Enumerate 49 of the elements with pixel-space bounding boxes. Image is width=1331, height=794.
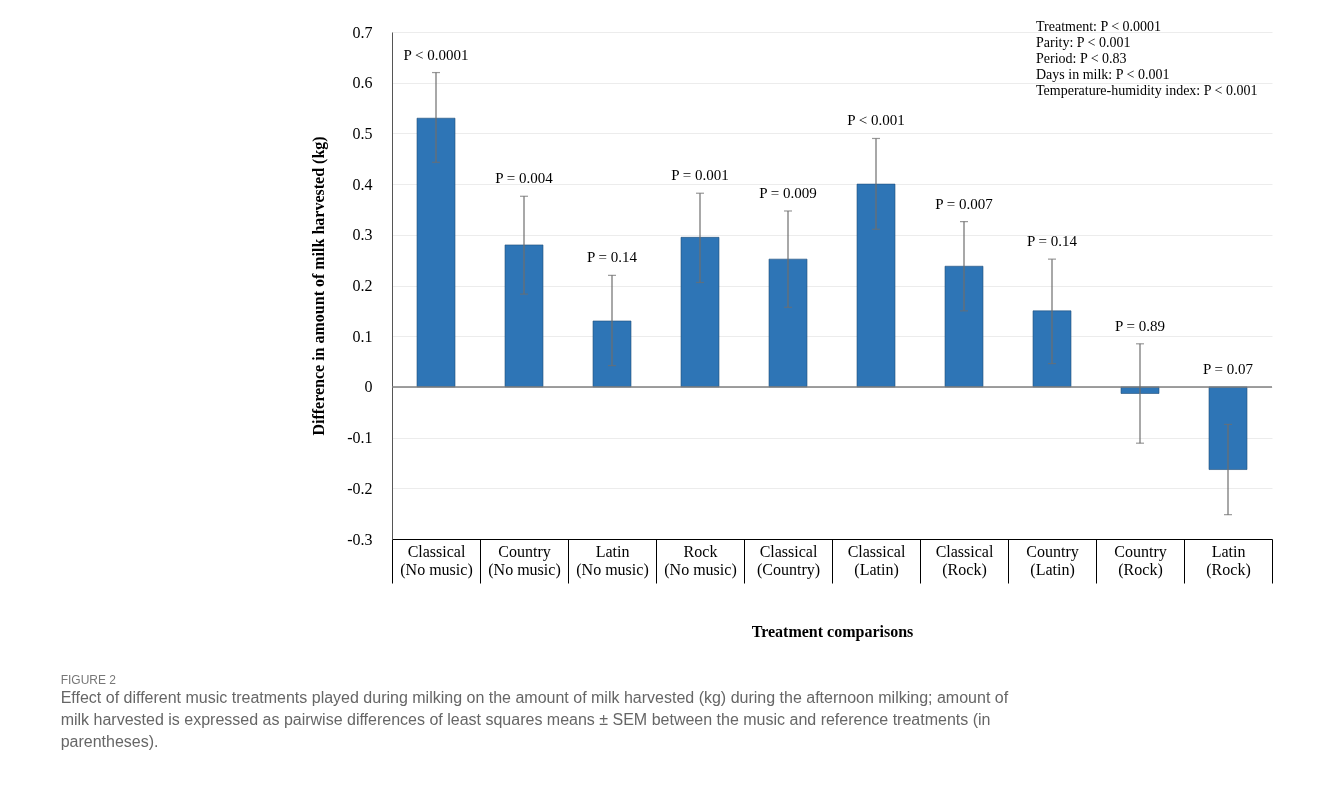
annotation: P = 0.004 [495, 170, 554, 187]
bar [1208, 386, 1248, 470]
annotation: P = 0.001 [671, 167, 729, 184]
text: Effect of different music treatments played during milking on the amount of milk harvested (kg) during the afternoon milking; amount of milk harvested is expressed as pairwise differences of least squares means ± SEM between the music and reference treatments (in parentheses). [60, 688, 1009, 750]
y-tick-label: 0.3 [352, 226, 373, 244]
bar [856, 183, 896, 388]
bar [1032, 310, 1072, 388]
x-tick-label: Country (Latin) [1026, 542, 1079, 579]
annotation: P < 0.0001 [403, 46, 469, 63]
x-tick-label: Latin (No music) [576, 542, 649, 579]
y-tick-label: 0.4 [352, 175, 373, 193]
x-tick-label: Classical (Latin) [847, 542, 906, 579]
bar [592, 320, 632, 388]
annotation: P = 0.89 [1115, 317, 1165, 334]
x-tick-label: Rock (No music) [664, 542, 737, 579]
y-tick-label: 0.7 [352, 23, 373, 41]
annotation: Treatment: P < 0.0001 [1036, 19, 1162, 34]
annotation: Temperature-humidity index: P < 0.001 [1036, 83, 1258, 98]
y-tick-label: 0.2 [352, 277, 373, 294]
annotation: P = 0.009 [759, 184, 817, 201]
y-axis-title: Difference in amount of milk harvested (kg) [310, 136, 329, 436]
y-tick-label: -0.3 [347, 530, 373, 548]
annotation: Days in milk: P < 0.001 [1036, 67, 1170, 82]
y-tick-label: 0.6 [352, 74, 373, 92]
y-tick-label: -0.2 [347, 479, 373, 497]
bar [680, 237, 720, 388]
annotation: Period: P < 0.83 [1036, 51, 1127, 66]
y-tick-label: 0.5 [352, 124, 373, 142]
x-tick-label: Classical (No music) [400, 542, 473, 579]
x-tick-label: Latin (Rock) [1206, 542, 1251, 579]
text: FIGURE 2 [60, 672, 117, 687]
y-tick-label: 0 [364, 378, 373, 396]
bar [416, 117, 456, 388]
annotation: P = 0.007 [935, 195, 994, 212]
y-tick-label: 0.1 [352, 327, 373, 345]
bar [944, 265, 984, 388]
x-tick-label: Country (No music) [488, 542, 561, 579]
annotation: Parity: P < 0.001 [1036, 35, 1131, 50]
x-tick-label: Classical (Country) [756, 542, 821, 579]
bar [768, 258, 808, 388]
annotation: P < 0.001 [847, 112, 905, 129]
x-axis-title: Treatment comparisons [751, 623, 914, 641]
annotation: P = 0.07 [1203, 360, 1254, 377]
annotation: P = 0.14 [587, 249, 638, 266]
y-tick-label: -0.1 [347, 429, 373, 447]
x-tick-label: Classical (Rock) [935, 542, 994, 579]
bar [504, 244, 544, 388]
x-tick-label: Country (Rock) [1114, 542, 1167, 579]
annotation: P = 0.14 [1027, 233, 1078, 250]
